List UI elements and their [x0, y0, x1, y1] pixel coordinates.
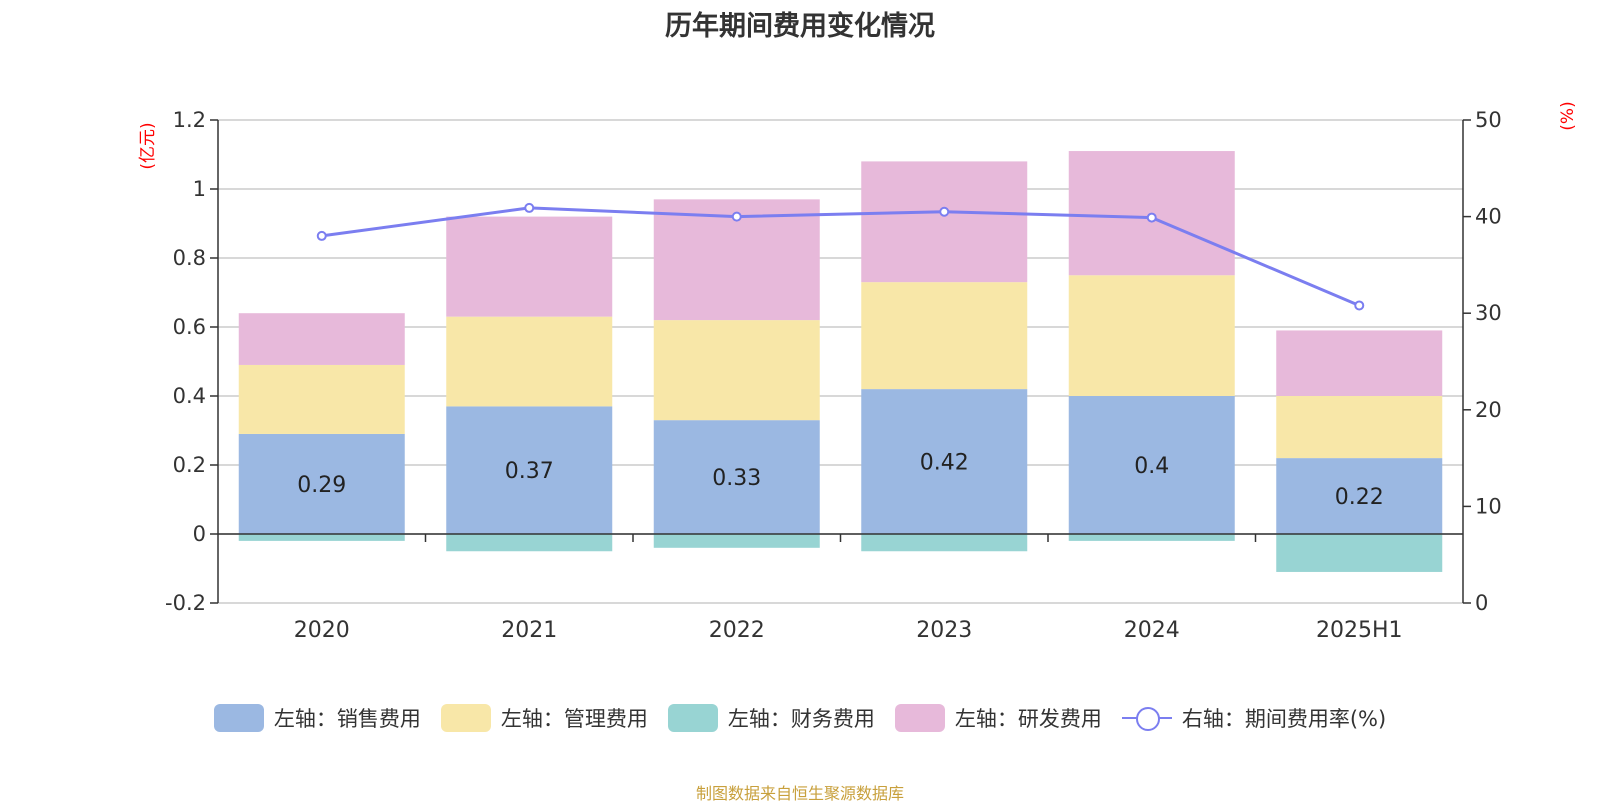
x-tick-label: 2022 [709, 618, 765, 643]
legend-swatch [213, 704, 264, 732]
left-tick-label: 0.2 [173, 453, 206, 477]
legend-swatch [667, 704, 718, 732]
bar-segment [446, 534, 613, 552]
bar-segment [1276, 330, 1443, 396]
rate-point [524, 202, 535, 213]
bar-segment [653, 534, 820, 548]
right-axis-unit: (%) [1558, 101, 1578, 130]
rate-point [731, 211, 742, 222]
legend-label: 右轴：期间费用率(%) [1181, 707, 1387, 731]
bar-segment [446, 216, 613, 317]
legend-label: 左轴：销售费用 [273, 707, 421, 731]
bar-segment [1068, 534, 1235, 541]
left-axis-unit: (亿元) [138, 122, 158, 169]
legend-item[interactable]: 左轴：销售费用 [213, 703, 421, 733]
legend-item[interactable]: 左轴：财务费用 [667, 703, 875, 733]
bar-segment [446, 406, 613, 534]
right-tick-label: 50 [1475, 108, 1502, 132]
bar-segment [1068, 275, 1235, 396]
legend-label: 左轴：管理费用 [500, 707, 648, 731]
bar-segment [653, 420, 820, 534]
legend-label: 左轴：财务费用 [727, 707, 875, 731]
left-tick-label: 0.8 [173, 246, 206, 270]
right-tick-label: 0 [1475, 591, 1488, 615]
source-footer: 制图数据来自恒生聚源数据库 [695, 784, 904, 803]
legend-item[interactable]: 右轴：期间费用率(%) [1121, 703, 1387, 733]
x-tick-label: 2023 [916, 618, 972, 643]
left-tick-label: 0.4 [173, 384, 206, 408]
bar-segment [1276, 396, 1443, 459]
rate-point [1146, 212, 1157, 223]
rate-point [316, 230, 327, 241]
x-tick-label: 2020 [294, 618, 350, 643]
bar-value-label: 0.37 [505, 459, 554, 484]
right-tick-label: 40 [1475, 205, 1502, 229]
rate-line-path [321, 206, 1360, 307]
bar-segment [238, 313, 405, 365]
left-tick-label: -0.2 [165, 591, 206, 615]
bar-value-label: 0.22 [1335, 485, 1384, 510]
bar-segment [446, 316, 613, 407]
right-tick-label: 20 [1475, 398, 1502, 422]
legend-swatch [1121, 704, 1172, 732]
left-tick-label: 1 [193, 177, 206, 201]
rate-line [316, 202, 1365, 311]
x-tick-label: 2021 [501, 618, 557, 643]
right-tick-label: 10 [1475, 494, 1502, 518]
chart-title: 历年期间费用变化情况 [665, 11, 935, 42]
left-tick-label: 1.2 [173, 108, 206, 132]
x-tick-label: 2024 [1124, 618, 1180, 643]
bar-value-label: 0.42 [920, 451, 969, 476]
bar-segment [861, 282, 1028, 390]
bars [238, 151, 1443, 572]
bar-segment [861, 534, 1028, 552]
axes: -0.2 0 0.2 0.4 0.6 0.8 1 1.2 0 10 20 30 40 50 (亿元) (%) 2… [138, 101, 1578, 643]
bar-value-label: 0.33 [712, 466, 761, 491]
right-tick-label: 30 [1475, 301, 1502, 325]
x-tick-label: 2025H1 [1316, 618, 1403, 643]
left-tick-label: 0 [193, 522, 206, 546]
legend-swatch [894, 704, 945, 732]
bar-value-label: 0.4 [1134, 454, 1169, 479]
bar-segment [861, 389, 1028, 534]
bar-segment [861, 161, 1028, 283]
bar-segment [238, 433, 405, 534]
bar-segment [1276, 534, 1443, 572]
bar-segment [238, 534, 405, 541]
data-labels: 0.29 0.37 0.33 0.42 0.4 0.22 [297, 451, 1383, 511]
bar-segment [1276, 458, 1443, 534]
rate-point [1354, 300, 1365, 311]
legend-swatch [440, 704, 491, 732]
legend-label: 左轴：研发费用 [954, 707, 1102, 731]
rate-point [939, 206, 950, 217]
legend-item[interactable]: 左轴：研发费用 [894, 703, 1102, 733]
legend-item[interactable]: 左轴：管理费用 [440, 703, 648, 733]
bar-value-label: 0.29 [297, 473, 346, 498]
bar-segment [238, 364, 405, 434]
legend: 左轴：销售费用 左轴：管理费用 左轴：财务费用 左轴：研发费用 右轴：期间费用率(%) [0, 703, 1600, 733]
bar-segment [1068, 396, 1235, 534]
bar-segment [653, 320, 820, 421]
left-tick-label: 0.6 [173, 315, 206, 339]
chart: -0.2 0 0.2 0.4 0.6 0.8 1 1.2 0 10 20 30 40 50 (亿元) (%) 2… [138, 101, 1578, 643]
